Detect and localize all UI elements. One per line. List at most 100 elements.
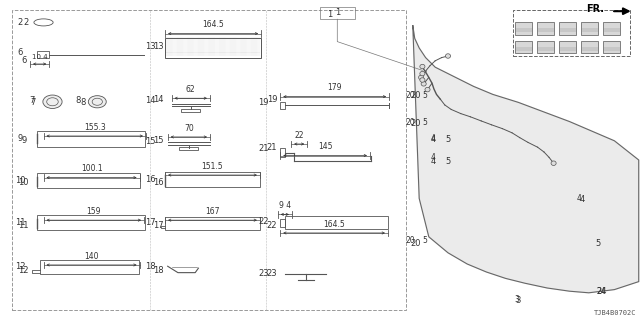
Ellipse shape [425,87,430,92]
Text: 6: 6 [21,56,26,65]
Text: 11: 11 [19,221,29,230]
Text: 5: 5 [422,118,428,127]
Text: 9: 9 [21,136,26,145]
Text: 4: 4 [431,134,436,143]
Bar [320,7,355,19]
Bar [515,22,532,35]
Bar [280,102,285,109]
Ellipse shape [88,96,106,108]
Text: 5: 5 [445,135,451,144]
Text: 9: 9 [18,134,23,143]
Text: 13: 13 [145,42,156,51]
Text: 100.1: 100.1 [81,164,102,173]
Text: 3: 3 [515,295,520,304]
Text: 16: 16 [145,175,156,184]
Text: 17: 17 [145,218,156,227]
Text: 10 4: 10 4 [32,54,47,60]
Text: 21: 21 [267,143,277,152]
Text: 13: 13 [154,42,164,51]
Text: 11: 11 [15,218,26,227]
Text: 10: 10 [15,176,26,185]
Text: 5: 5 [445,157,451,166]
Text: 20: 20 [405,91,415,100]
Bar [12,10,406,310]
Bar [537,41,554,53]
Text: 17: 17 [154,221,164,230]
Text: FR.: FR. [586,4,604,14]
Text: 14: 14 [145,96,156,105]
Text: 164.5: 164.5 [202,20,224,29]
Bar [165,217,260,230]
Text: 20: 20 [411,92,421,100]
Bar [559,22,576,35]
Text: 155.3: 155.3 [84,123,106,132]
Text: 20: 20 [405,118,415,127]
Ellipse shape [445,54,451,58]
Bar [604,22,620,35]
Text: 20: 20 [405,236,415,245]
Text: 4: 4 [431,135,436,144]
Text: 4: 4 [431,157,436,166]
Text: 3: 3 [516,296,521,305]
Bar [37,51,49,58]
Bar [559,41,576,53]
Text: 22: 22 [294,131,304,140]
Text: 14: 14 [154,95,164,104]
Text: 24: 24 [596,287,607,296]
Text: 7: 7 [29,96,35,105]
Bar [40,260,139,274]
Bar [37,215,145,230]
Text: 18: 18 [154,266,164,275]
Ellipse shape [419,75,424,80]
Bar [537,22,554,35]
Text: 70: 70 [184,124,194,133]
Text: 16: 16 [154,178,164,187]
Bar [581,41,598,53]
Text: 179: 179 [328,84,342,92]
Text: 12: 12 [19,266,29,275]
Ellipse shape [43,95,62,108]
Text: 151.5: 151.5 [202,162,223,171]
Text: 4: 4 [580,196,585,204]
Ellipse shape [551,161,556,165]
Polygon shape [413,26,639,293]
Text: 22: 22 [267,221,277,230]
Bar [280,148,285,157]
Text: 23: 23 [267,269,277,278]
Ellipse shape [420,78,425,82]
Bar [604,41,620,53]
Text: 2: 2 [18,18,23,27]
Text: 12: 12 [15,262,26,271]
Text: 21: 21 [259,144,269,153]
Bar [165,38,261,58]
Text: 2: 2 [23,18,28,27]
Bar [285,216,388,229]
Bar [37,131,145,147]
Text: 62: 62 [186,85,196,94]
Bar [513,10,630,56]
Text: 4: 4 [431,153,436,162]
Text: 20: 20 [411,239,421,248]
Text: 22: 22 [259,217,269,226]
Text: 6: 6 [18,48,23,57]
Text: 5: 5 [596,239,601,248]
Text: 1: 1 [327,10,332,19]
Text: 5: 5 [422,236,428,245]
Text: 20: 20 [411,119,421,128]
Text: 8: 8 [76,96,81,105]
Text: 164.5: 164.5 [323,220,345,229]
Bar [515,41,532,53]
Text: 7: 7 [31,98,36,107]
Text: 140: 140 [84,252,99,261]
Text: 8: 8 [81,98,86,107]
Text: 15: 15 [145,137,156,146]
Bar [181,109,200,112]
Text: 19: 19 [267,95,277,104]
Text: 18: 18 [145,262,156,271]
Bar [280,219,285,227]
Text: TJB4B0702C: TJB4B0702C [595,310,637,316]
Text: 5: 5 [422,91,428,100]
Bar [165,172,260,187]
Text: 19: 19 [259,98,269,107]
Ellipse shape [421,82,426,86]
